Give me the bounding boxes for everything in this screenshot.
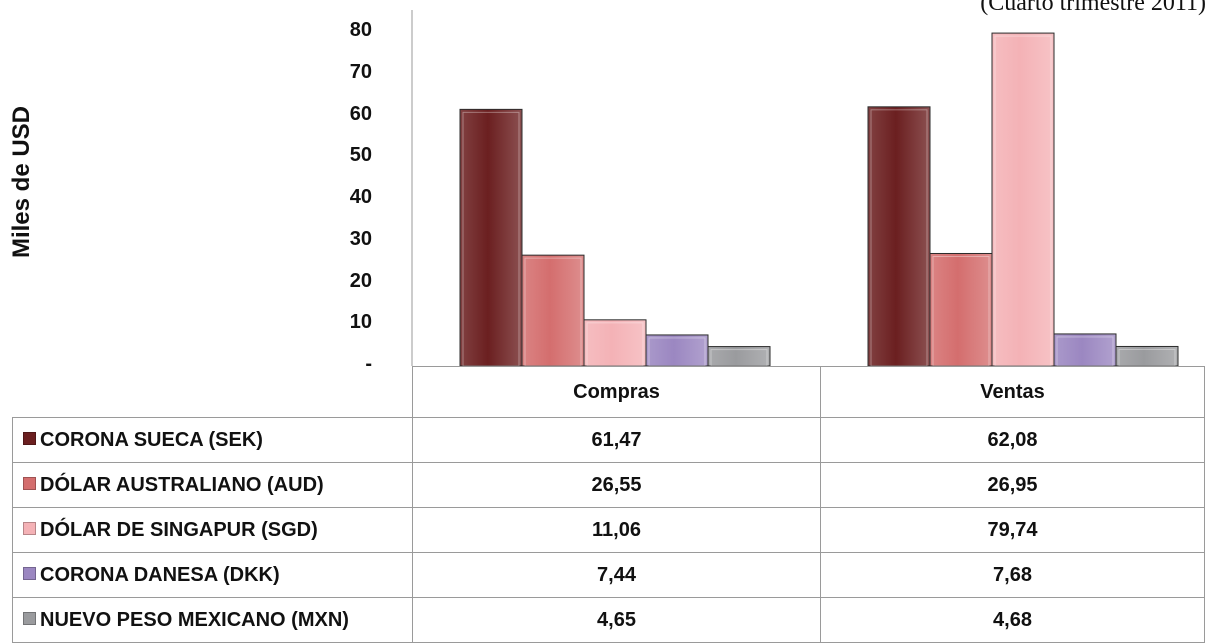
legend-key-sek bbox=[23, 431, 36, 445]
legend-key-dkk bbox=[23, 566, 36, 580]
y-axis-label: Miles de USD bbox=[8, 105, 35, 259]
series-name-cell: CORONA SUECA (SEK) bbox=[12, 417, 413, 463]
table-row: DÓLAR AUSTRALIANO (AUD) 26,55 26,95 bbox=[12, 462, 1205, 508]
series-name-cell: NUEVO PESO MEXICANO (MXN) bbox=[12, 597, 413, 643]
value-cell: 62,08 bbox=[820, 417, 1205, 463]
table-row: CORONA SUECA (SEK) 61,47 62,08 bbox=[12, 417, 1205, 463]
value-cell: 79,74 bbox=[820, 507, 1205, 553]
table-row: CORONA DANESA (DKK) 7,44 7,68 bbox=[12, 552, 1205, 598]
bar-compras-4 bbox=[645, 334, 709, 367]
series-name-cell: CORONA DANESA (DKK) bbox=[12, 552, 413, 598]
bar-bevel bbox=[870, 109, 928, 367]
bar-bevel bbox=[994, 35, 1052, 367]
y-tick-label: 20 bbox=[349, 269, 372, 292]
bar-ventas-1 bbox=[867, 106, 931, 367]
bar-ventas-2 bbox=[929, 252, 993, 367]
y-tick-label: 50 bbox=[349, 144, 372, 167]
data-table: Compras Ventas CORONA SUECA (SEK) 61,47 … bbox=[12, 366, 1205, 643]
series-name-cell: DÓLAR DE SINGAPUR (SGD) bbox=[12, 507, 413, 553]
legend-key-mxn bbox=[23, 611, 36, 625]
data-table-header-row: Compras Ventas bbox=[12, 366, 1205, 418]
value-cell: 4,68 bbox=[820, 597, 1205, 643]
y-tick-label: 40 bbox=[349, 186, 372, 208]
bar-bevel bbox=[586, 322, 644, 367]
bar-ventas-3 bbox=[991, 32, 1055, 367]
bar-compras-5 bbox=[707, 346, 771, 367]
legend-key-sgd bbox=[23, 521, 36, 535]
y-tick-label: - bbox=[365, 353, 372, 375]
legend-key-aud bbox=[23, 476, 36, 490]
bar-compras-2 bbox=[521, 254, 585, 367]
value-cell: 11,06 bbox=[412, 507, 821, 553]
bar-ventas-5 bbox=[1115, 345, 1179, 367]
bar-compras-3 bbox=[583, 319, 647, 367]
value-cell: 61,47 bbox=[412, 417, 821, 463]
data-table-corner bbox=[12, 366, 413, 418]
y-tick-label: 80 bbox=[349, 19, 372, 41]
table-row: DÓLAR DE SINGAPUR (SGD) 11,06 79,74 bbox=[12, 507, 1205, 553]
table-row: NUEVO PESO MEXICANO (MXN) 4,65 4,68 bbox=[12, 597, 1205, 643]
category-header-compras: Compras bbox=[412, 366, 821, 418]
series-name: NUEVO PESO MEXICANO (MXN) bbox=[40, 608, 349, 631]
value-cell: 26,55 bbox=[412, 462, 821, 508]
series-name: DÓLAR AUSTRALIANO (AUD) bbox=[40, 473, 324, 496]
value-cell: 4,65 bbox=[412, 597, 821, 643]
value-cell: 26,95 bbox=[820, 462, 1205, 508]
y-axis-label-container: Miles de USD bbox=[0, 0, 44, 380]
series-name: DÓLAR DE SINGAPUR (SGD) bbox=[40, 518, 318, 541]
bar-bevel bbox=[1118, 348, 1176, 367]
bar-bevel bbox=[710, 349, 768, 367]
series-name: CORONA DANESA (DKK) bbox=[40, 563, 280, 586]
bar-bevel bbox=[648, 337, 706, 367]
value-cell: 7,68 bbox=[820, 552, 1205, 598]
chart-subtitle: (Cuarto trimestre 2011) bbox=[980, 0, 1206, 16]
y-tick-label: 10 bbox=[349, 311, 372, 334]
bar-ventas-4 bbox=[1053, 333, 1117, 367]
y-tick-label: 60 bbox=[349, 102, 372, 125]
y-tick-label: 30 bbox=[349, 227, 372, 250]
value-cell: 7,44 bbox=[412, 552, 821, 598]
bar-compras-1 bbox=[459, 108, 523, 367]
series-name: CORONA SUECA (SEK) bbox=[40, 428, 263, 451]
y-tick-label: 70 bbox=[349, 60, 372, 83]
series-name-cell: DÓLAR AUSTRALIANO (AUD) bbox=[12, 462, 413, 508]
category-header-ventas: Ventas bbox=[820, 366, 1205, 418]
